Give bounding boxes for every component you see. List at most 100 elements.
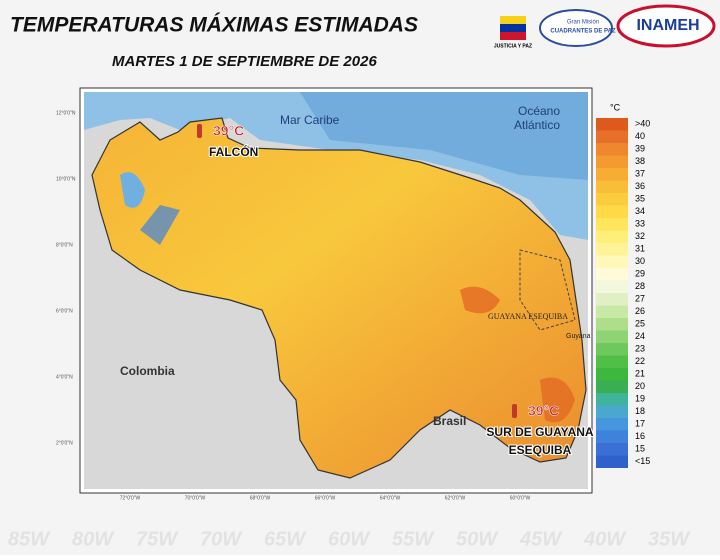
legend-swatch	[596, 293, 628, 306]
legend-swatch	[596, 355, 628, 368]
legend-swatch	[596, 330, 628, 343]
map-frame	[79, 87, 593, 494]
legend-swatch	[596, 268, 628, 281]
legend-label: 15	[635, 444, 645, 454]
bg-longitude: 70W	[200, 528, 243, 550]
legend-label: 39	[635, 144, 645, 154]
lat-label: 4°0'0"N	[56, 374, 73, 380]
logo-text: INAMEH	[636, 17, 699, 34]
legend-swatch	[596, 430, 628, 443]
bg-longitude: 35W	[648, 528, 691, 550]
legend-label: 21	[635, 369, 645, 379]
bg-longitude: 75W	[136, 528, 179, 550]
lon-label: 68°0'0"W	[250, 495, 271, 501]
thermometer	[512, 404, 517, 418]
lake-maracaibo	[120, 172, 145, 208]
lat-label: 8°0'0"N	[56, 242, 73, 248]
logos: JUSTICIA Y PAZ Gran Misión CUADRANTES DE…	[494, 4, 716, 49]
lat-label: 2°0'0"N	[56, 440, 73, 446]
legend-swatch	[596, 368, 628, 381]
legend-label: 27	[635, 294, 645, 304]
legend-label: 19	[635, 394, 645, 404]
legend-label: <15	[635, 456, 650, 466]
bg-longitude: 80W	[72, 528, 115, 550]
legend-label: 32	[635, 231, 645, 241]
legend-label: 23	[635, 344, 645, 354]
legend-label: 31	[635, 244, 645, 254]
bg-longitude: 55W	[392, 528, 435, 550]
legend-swatch	[596, 418, 628, 431]
lat-label: 10°0'0"N	[56, 176, 76, 182]
bg-longitude: 45W	[519, 528, 563, 550]
legend-swatch	[596, 280, 628, 293]
map-label: Brasil	[433, 414, 466, 428]
legend-label: 36	[635, 181, 645, 191]
bg-longitude: 50W	[456, 528, 499, 550]
map-label: Océano	[518, 104, 560, 118]
lon-label: 64°0'0"W	[380, 495, 401, 501]
legend-label: 29	[635, 269, 645, 279]
legend-swatch	[596, 455, 628, 468]
legend-swatch	[596, 255, 628, 268]
legend-swatch	[596, 218, 628, 231]
lat-label: 12°0'0"N	[56, 110, 76, 116]
annotation-value: 39°C	[528, 403, 559, 419]
map-label: Atlántico	[514, 118, 560, 132]
legend-label: 25	[635, 319, 645, 329]
legend-swatch	[596, 393, 628, 406]
legend-label: >40	[635, 119, 650, 129]
legend-swatch	[596, 318, 628, 331]
legend-label: 16	[635, 431, 645, 441]
bg-longitude: 65W	[264, 528, 307, 550]
legend-swatch	[596, 193, 628, 206]
subtitle: MARTES 1 DE SEPTIEMBRE DE 2026	[112, 53, 377, 70]
annotation-value: 39°C	[213, 123, 244, 139]
annotation-place: ESEQUIBA	[509, 443, 572, 457]
legend-swatch	[596, 305, 628, 318]
legend-label: 40	[635, 131, 645, 141]
legend-swatch	[596, 205, 628, 218]
legend-swatch	[596, 243, 628, 256]
legend-swatch	[596, 130, 628, 143]
bg-longitude: 85W	[8, 528, 51, 550]
bg-longitude: 60W	[328, 528, 371, 550]
map-label: GUAYANA ESEQUIBA	[488, 312, 568, 321]
annotation-place: SUR DE GUAYANA	[486, 425, 593, 439]
logo-text: JUSTICIA Y PAZ	[494, 43, 532, 49]
lon-label: 60°0'0"W	[510, 495, 531, 501]
legend-label: 24	[635, 331, 645, 341]
logo-text: Gran Misión	[567, 20, 599, 26]
map-label: Guyana	[566, 333, 591, 340]
legend-unit: °C	[610, 102, 621, 112]
legend-label: 33	[635, 219, 645, 229]
annotation-place: FALCÓN	[209, 144, 258, 159]
bg-longitude: 40W	[583, 528, 627, 550]
legend-label: 26	[635, 306, 645, 316]
legend-swatch	[596, 343, 628, 356]
legend-swatch	[596, 443, 628, 456]
lon-label: 66°0'0"W	[315, 495, 336, 501]
legend-label: 28	[635, 281, 645, 291]
map-label: Mar Caribe	[280, 113, 340, 127]
title: TEMPERATURAS MÁXIMAS ESTIMADAS	[10, 14, 418, 37]
legend-label: 37	[635, 169, 645, 179]
logo-text: CUADRANTES DE PAZ	[550, 29, 616, 35]
legend-label: 38	[635, 156, 645, 166]
legend-label: 18	[635, 406, 645, 416]
legend-swatch	[596, 118, 628, 131]
lon-label: 62°0'0"W	[445, 495, 466, 501]
legend-swatch	[596, 380, 628, 393]
legend-swatch	[596, 155, 628, 168]
legend-label: 30	[635, 256, 645, 266]
lon-label: 72°0'0"W	[120, 495, 141, 501]
legend-swatch	[596, 180, 628, 193]
venezuela	[91, 117, 587, 479]
legend-swatch	[596, 405, 628, 418]
legend-swatch	[596, 168, 628, 181]
legend-swatch	[596, 143, 628, 156]
legend-label: 35	[635, 194, 645, 204]
legend-swatch	[596, 230, 628, 243]
map-label: Colombia	[120, 364, 175, 378]
